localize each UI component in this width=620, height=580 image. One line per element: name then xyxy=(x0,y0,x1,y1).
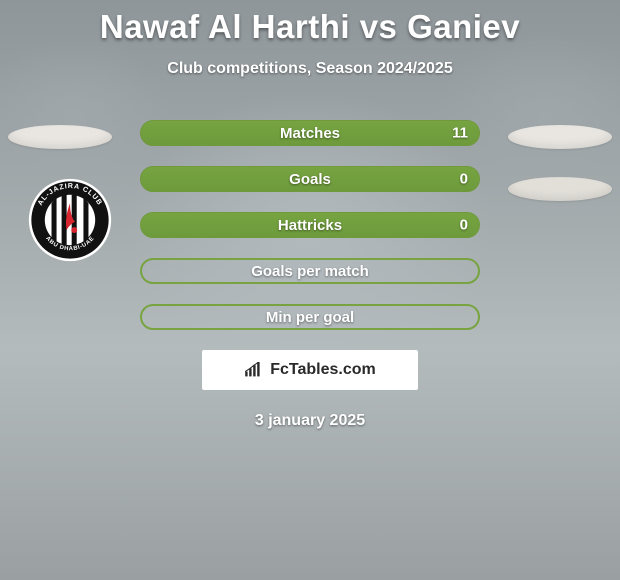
bar-chart-icon xyxy=(244,362,264,378)
date-text: 3 january 2025 xyxy=(255,412,365,430)
stat-label: Goals xyxy=(289,171,331,188)
stat-label: Matches xyxy=(280,125,340,142)
stat-value: 0 xyxy=(460,171,468,188)
page-title: Nawaf Al Harthi vs Ganiev xyxy=(100,8,520,46)
stat-label: Min per goal xyxy=(266,309,354,326)
stat-row: Matches 11 xyxy=(140,120,480,146)
stat-row: Min per goal xyxy=(140,304,480,330)
page-subtitle: Club competitions, Season 2024/2025 xyxy=(167,60,452,78)
content-wrap: Nawaf Al Harthi vs Ganiev Club competiti… xyxy=(0,0,620,580)
stat-value: 0 xyxy=(460,217,468,234)
stat-row: Goals per match xyxy=(140,258,480,284)
stat-row: Hattricks 0 xyxy=(140,212,480,238)
stat-rows: Matches 11 Goals 0 Hattricks 0 Goals per match… xyxy=(0,120,620,330)
stat-value: 11 xyxy=(452,125,468,142)
branding-box: FcTables.com xyxy=(202,350,418,390)
stat-label: Hattricks xyxy=(278,217,342,234)
stat-row: Goals 0 xyxy=(140,166,480,192)
branding-text: FcTables.com xyxy=(270,361,376,379)
stat-label: Goals per match xyxy=(251,263,369,280)
